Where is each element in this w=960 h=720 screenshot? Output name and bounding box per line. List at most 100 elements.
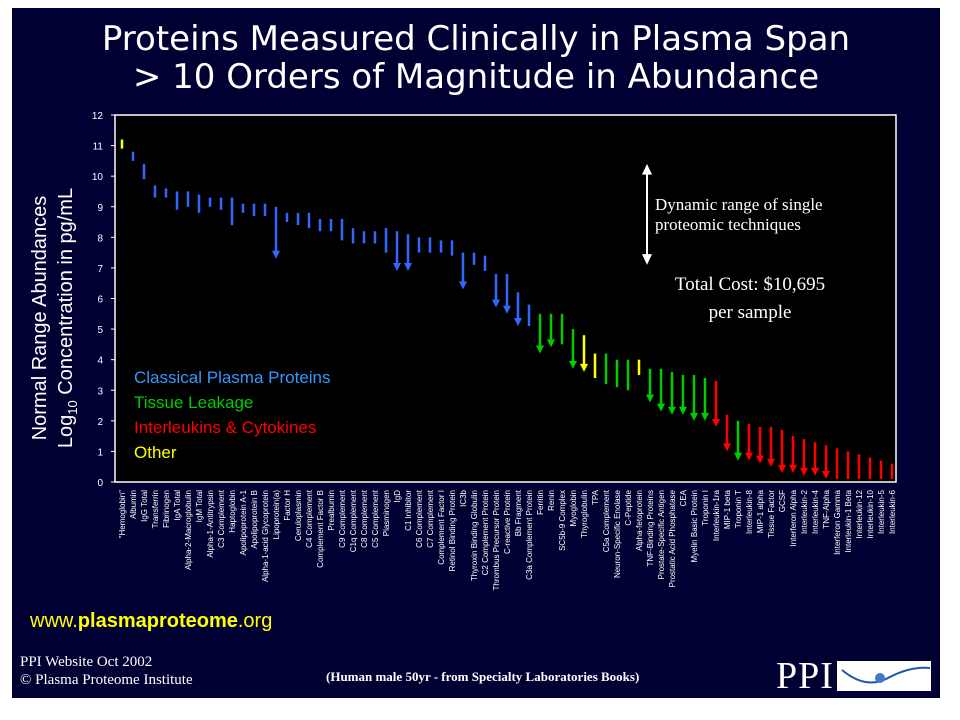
footer-source-note: (Human male 50yr - from Specialty Labora… bbox=[326, 669, 640, 684]
range-bar bbox=[503, 274, 511, 314]
x-category-label: Myoglobin bbox=[569, 490, 578, 526]
range-bar bbox=[712, 381, 720, 427]
x-category-label: Prostatic Acid Phosphatase bbox=[668, 489, 677, 587]
x-category-label: IC3b bbox=[459, 489, 468, 506]
range-bar bbox=[789, 436, 797, 473]
x-category-label: Neuron-Specific Enolase bbox=[613, 489, 622, 578]
x-category-label: Interleukin-8 bbox=[745, 489, 754, 534]
y-tick-label: 1 bbox=[97, 447, 103, 458]
x-category-label: Interferon Alpha bbox=[789, 489, 798, 546]
range-bar-arrowhead bbox=[690, 412, 698, 421]
range-bar bbox=[514, 292, 522, 327]
y-tick-label: 3 bbox=[97, 386, 103, 397]
x-category-label: Complement Factor B bbox=[316, 490, 325, 568]
x-category-label: Fibrinogen bbox=[162, 490, 171, 528]
footer-copyright: © Plasma Proteome Institute bbox=[20, 672, 193, 688]
x-category-label: SC5b-9 Complex bbox=[558, 490, 567, 551]
chart-title-line-2: > 10 Orders of Magnitude in Abundance bbox=[132, 57, 820, 97]
ppi-logo-text: PPI bbox=[776, 655, 834, 697]
plot-area bbox=[114, 114, 897, 483]
y-tick-label: 8 bbox=[97, 233, 103, 244]
range-bar-arrowhead bbox=[514, 318, 522, 327]
x-category-label: Troponin T bbox=[734, 490, 743, 528]
y-tick-label: 7 bbox=[97, 264, 103, 275]
dynamic-range-arrowhead-up bbox=[642, 163, 652, 175]
range-bar bbox=[767, 426, 775, 467]
range-bar-arrowhead bbox=[272, 250, 280, 259]
legend-entry: Interleukins & Cytokines bbox=[134, 418, 316, 437]
x-category-label: TNF-Binding Proteins bbox=[646, 490, 655, 566]
x-category-label: Interleukin-6 bbox=[888, 489, 897, 534]
x-category-label: Haptoglobin bbox=[228, 490, 237, 533]
y-tick-label: 0 bbox=[97, 478, 103, 489]
range-bar bbox=[393, 231, 401, 271]
x-category-label: C5a Complement bbox=[602, 489, 611, 552]
range-bar-arrowhead bbox=[745, 452, 753, 461]
x-category-label: Interleukin-10 bbox=[866, 489, 875, 538]
x-category-label: Alpha-2-Macroglobulin bbox=[184, 490, 193, 570]
legend-entry: Classical Plasma Proteins bbox=[134, 368, 331, 387]
x-category-label: Alpha-1-Antitrypsin bbox=[206, 490, 215, 558]
x-category-label: MIP-1 alpha bbox=[756, 489, 765, 533]
range-bar bbox=[811, 442, 819, 476]
range-bar bbox=[580, 335, 588, 372]
range-bar-arrowhead bbox=[712, 418, 720, 427]
range-bar-arrowhead bbox=[756, 455, 764, 464]
x-category-label: Plasminogen bbox=[382, 490, 391, 536]
range-bar bbox=[701, 378, 709, 421]
x-category-label: Alpha-1-acid Glycoprotein bbox=[261, 490, 270, 582]
range-bar bbox=[745, 423, 753, 461]
range-bar-arrowhead bbox=[580, 363, 588, 372]
x-category-label: Retinol Binding Protein bbox=[448, 490, 457, 571]
x-category-label: Interleukin-12 bbox=[855, 489, 864, 538]
x-category-label: C6 Complement bbox=[415, 489, 424, 548]
range-bar-arrowhead bbox=[800, 467, 808, 476]
y-tick-label: 5 bbox=[97, 325, 103, 336]
x-category-label: Bb Fragment bbox=[514, 489, 523, 536]
range-bar bbox=[569, 329, 577, 369]
x-category-label: C7 Complement bbox=[426, 489, 435, 548]
range-bar-arrowhead bbox=[459, 281, 467, 290]
x-category-label: C-reactive Protein bbox=[503, 490, 512, 554]
x-category-label: C8 Complement bbox=[360, 489, 369, 548]
range-bar bbox=[822, 445, 830, 479]
x-category-label: IgM Total bbox=[195, 490, 204, 523]
range-bar bbox=[734, 420, 742, 461]
x-category-label: Apolipoprotein B bbox=[250, 490, 259, 549]
website-suffix: .org bbox=[237, 610, 273, 632]
range-bar bbox=[547, 313, 555, 348]
x-category-label: Tissue Factor bbox=[767, 490, 776, 538]
total-cost-label-line-1: Total Cost: $10,695 bbox=[675, 274, 825, 295]
range-bar-arrowhead bbox=[778, 464, 786, 473]
range-bar bbox=[668, 371, 676, 415]
range-bar bbox=[690, 374, 698, 421]
x-category-label: MIP-1 beta bbox=[723, 489, 732, 529]
range-bar bbox=[492, 274, 500, 308]
x-category-label: Complement Factor I bbox=[437, 490, 446, 565]
y-tick-label: 11 bbox=[93, 142, 104, 153]
x-category-label: Thyroxin Binding Globulin bbox=[470, 490, 479, 581]
y-tick-label: 4 bbox=[97, 356, 103, 367]
x-category-label: IgD bbox=[393, 490, 402, 503]
x-category-label: C5 Complement bbox=[371, 489, 380, 548]
range-bar-arrowhead bbox=[393, 262, 401, 271]
ppi-logo-icon bbox=[837, 661, 931, 691]
y-tick-label: 6 bbox=[97, 295, 103, 306]
x-category-label: Interleukin-5 bbox=[877, 489, 886, 534]
range-bar-arrowhead bbox=[789, 464, 797, 473]
legend-entry: Other bbox=[134, 443, 177, 462]
range-bar-arrowhead bbox=[668, 406, 676, 415]
x-category-label: Prealbumin bbox=[327, 490, 336, 530]
range-bar-arrowhead bbox=[701, 412, 709, 421]
y-tick-label: 9 bbox=[97, 203, 103, 214]
dynamic-range-label-line-1: Dynamic range of single bbox=[655, 195, 823, 214]
range-bar bbox=[646, 368, 654, 403]
x-category-label: Apolipoprotein A-1 bbox=[239, 489, 248, 555]
x-category-label: Thyroglobulin bbox=[580, 490, 589, 538]
x-category-label: TPA bbox=[591, 489, 600, 505]
x-category-label: Thrombus Precursor Protein bbox=[492, 490, 501, 590]
range-bar bbox=[657, 368, 665, 412]
x-category-label: Lipoprotein(a) bbox=[272, 490, 281, 540]
website-link[interactable]: www.plasmaproteome.org bbox=[30, 610, 272, 633]
